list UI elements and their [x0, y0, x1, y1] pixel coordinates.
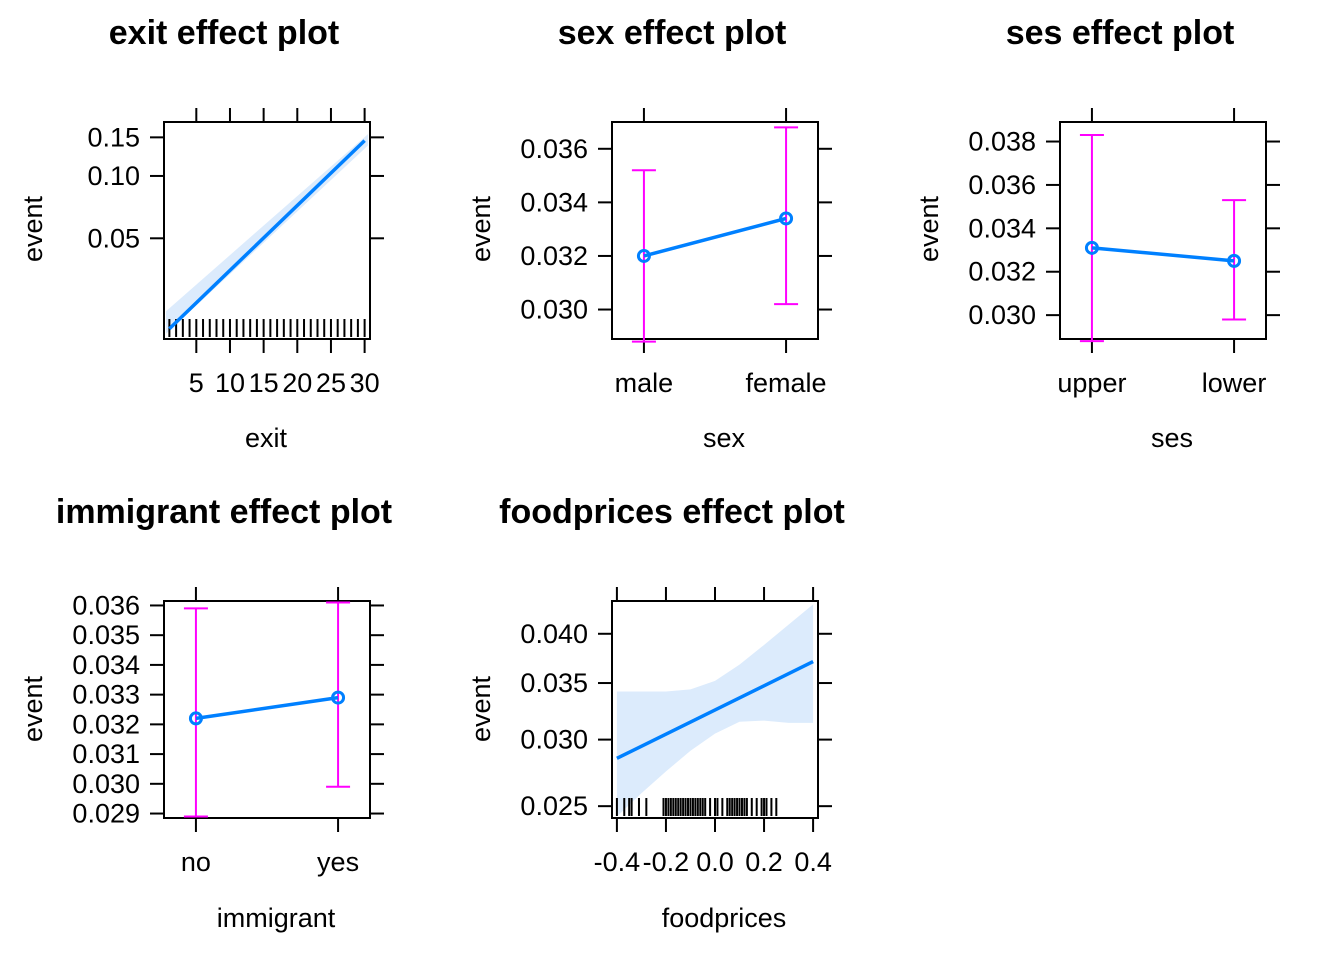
y-tick-label: 0.15 [87, 122, 140, 152]
y-tick-label: 0.032 [968, 257, 1036, 287]
y-axis-label: event [914, 195, 944, 262]
panel-title: sex effect plot [558, 14, 787, 52]
effect-point [1227, 253, 1242, 268]
panel-title: foodprices effect plot [499, 493, 845, 531]
fitted-line [168, 139, 366, 330]
plot-frame-overlay [163, 121, 371, 340]
x-tick-label: 0.4 [794, 847, 832, 877]
plot-frame [611, 121, 819, 340]
y-tick-label: 0.030 [520, 295, 588, 325]
foodprices-effect-panel: foodprices effect plot foodprices event … [466, 493, 845, 933]
y-tick-label: 0.038 [968, 127, 1036, 157]
x-axis-label: sex [703, 423, 746, 453]
x-tick-label: 0.2 [745, 847, 783, 877]
y-tick-label: 0.036 [72, 590, 140, 620]
x-tick-label: no [181, 847, 211, 877]
y-tick-label: 0.040 [520, 619, 588, 649]
x-tick-label: 5 [189, 368, 204, 398]
y-tick-label: 0.035 [520, 668, 588, 698]
effect-line [195, 695, 339, 721]
y-axis-label: event [466, 195, 496, 262]
x-tick-label: -0.4 [594, 847, 641, 877]
x-tick-label: 0.0 [696, 847, 734, 877]
y-axis-label: event [18, 195, 48, 262]
effect-point [1084, 240, 1099, 255]
effect-point [636, 248, 651, 263]
y-tick-label: 0.035 [72, 620, 140, 650]
y-axis-label: event [466, 675, 496, 742]
x-axis-label: ses [1151, 423, 1193, 453]
y-tick-label: 0.030 [968, 300, 1036, 330]
sex-effect-panel: sex effect plot sex event 0.030 0.032 0.03… [466, 14, 832, 453]
immigrant-effect-panel: immigrant effect plot immigrant event 0.… [18, 493, 392, 933]
x-axis-label: immigrant [217, 903, 336, 933]
plot-frame [163, 600, 371, 819]
y-tick-label: 0.034 [968, 213, 1036, 243]
effect-line [643, 216, 787, 258]
x-tick-label: 10 [215, 368, 245, 398]
effect-line [1091, 246, 1235, 263]
y-tick-label: 0.032 [520, 241, 588, 271]
plot-frame-overlay [611, 600, 819, 819]
effect-point [331, 690, 346, 705]
x-axis-label: exit [245, 423, 288, 453]
x-tick-label: lower [1202, 368, 1267, 398]
x-tick-label: yes [317, 847, 359, 877]
y-tick-label: 0.034 [520, 187, 588, 217]
x-axis-label: foodprices [662, 903, 787, 933]
x-tick-label: 25 [316, 368, 346, 398]
y-tick-label: 0.025 [520, 791, 588, 821]
x-tick-label: 20 [282, 368, 312, 398]
y-tick-label: 0.036 [968, 170, 1036, 200]
y-tick-label: 0.032 [72, 709, 140, 739]
y-axis-label: event [18, 675, 48, 742]
fitted-line [616, 660, 814, 760]
x-tick-label: upper [1057, 368, 1126, 398]
y-tick-label: 0.029 [72, 799, 140, 829]
x-tick-label: 30 [350, 368, 380, 398]
panel-title: exit effect plot [109, 14, 339, 52]
panel-title: immigrant effect plot [56, 493, 392, 531]
y-tick-label: 0.030 [72, 769, 140, 799]
y-tick-label: 0.10 [87, 161, 140, 191]
y-tick-label: 0.030 [520, 725, 588, 755]
effect-point [779, 211, 794, 226]
effect-point [188, 711, 203, 726]
y-tick-label: 0.031 [72, 739, 140, 769]
y-tick-label: 0.033 [72, 680, 140, 710]
x-tick-label: female [746, 368, 827, 398]
y-tick-label: 0.034 [72, 650, 140, 680]
plot-frame [1059, 121, 1267, 340]
x-tick-label: 15 [249, 368, 279, 398]
y-tick-label: 0.05 [87, 223, 140, 253]
y-tick-label: 0.036 [520, 134, 588, 164]
ses-effect-panel: ses effect plot ses event 0.030 0.032 0.03… [914, 14, 1280, 453]
exit-effect-panel: exit effect plot exit event 0.05 0.10 0.15… [18, 14, 384, 453]
panel-title: ses effect plot [1006, 14, 1235, 52]
x-tick-label: male [615, 368, 674, 398]
x-tick-label: -0.2 [643, 847, 690, 877]
